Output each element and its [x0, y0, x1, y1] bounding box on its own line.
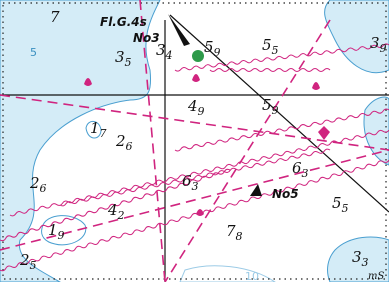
sounding-metres: 5: [204, 38, 214, 56]
sounding: 34: [156, 41, 173, 62]
sounding-metres: 2: [29, 174, 40, 192]
sounding-decimetres: 9: [198, 105, 205, 118]
sounding-metres: 5: [332, 194, 342, 212]
nautical-chart: Fl.G.4s No3 No5 mS 5 10 7353459553949591…: [0, 0, 389, 282]
sounding-decimetres: 9: [272, 104, 279, 117]
sounding-metres: 4: [107, 201, 118, 219]
sounding-metres: 7: [50, 8, 60, 26]
sounding: 25: [19, 251, 37, 272]
buoy-label: No5: [272, 187, 299, 201]
sounding-metres: 6: [182, 172, 192, 190]
contour-label: 5: [30, 46, 37, 59]
light-label: Fl.G.4s: [100, 15, 147, 29]
sounding: 55: [332, 194, 349, 215]
green-buoy: [192, 50, 204, 62]
sounding-metres: 2: [115, 132, 126, 150]
sounding-decimetres: 6: [126, 140, 133, 153]
sounding-metres: 1: [90, 119, 100, 137]
sounding: 78: [226, 222, 243, 243]
sounding: 63: [292, 159, 309, 180]
sounding-decimetres: 2: [117, 209, 125, 222]
sounding-metres: 7: [226, 222, 236, 240]
sounding-decimetres: 9: [58, 229, 65, 242]
sounding: 17: [90, 119, 107, 140]
sounding-decimetres: 8: [236, 230, 243, 243]
sounding-decimetres: 6: [40, 182, 47, 195]
sounding-metres: 6: [292, 159, 302, 177]
sounding-metres: 5: [262, 36, 272, 54]
seabed-label: mS: [368, 271, 384, 282]
sounding: 26: [115, 132, 133, 153]
sounding-decimetres: 9: [214, 46, 221, 59]
sounding: 42: [107, 201, 125, 222]
sounding: 59: [262, 96, 279, 117]
sounding-metres: 3: [370, 34, 380, 52]
sounding-metres: 5: [262, 96, 272, 114]
sounding-decimetres: 5: [125, 56, 132, 69]
sounding-decimetres: 3: [362, 256, 369, 269]
sounding-metres: 3: [156, 41, 166, 59]
sounding-decimetres: 5: [30, 259, 37, 272]
sounding: 26: [29, 174, 47, 195]
sounding-metres: 2: [19, 251, 30, 269]
sounding-decimetres: 7: [100, 127, 107, 140]
sounding-metres: 3: [352, 248, 362, 266]
sounding: 7: [50, 8, 60, 26]
sounding-decimetres: 3: [302, 167, 309, 180]
sounding-metres: 1: [48, 221, 58, 239]
sounding: 63: [182, 172, 199, 193]
sounding-decimetres: 9: [380, 42, 387, 55]
sounding-decimetres: 4: [165, 49, 173, 62]
sounding-decimetres: 5: [342, 202, 349, 215]
contour-label: 10: [245, 270, 259, 282]
sounding-metres: 4: [187, 97, 198, 115]
sounding-decimetres: 3: [192, 180, 199, 193]
sounding-decimetres: 5: [272, 44, 279, 57]
sounding: 49: [187, 97, 205, 118]
sounding-metres: 3: [115, 48, 125, 66]
